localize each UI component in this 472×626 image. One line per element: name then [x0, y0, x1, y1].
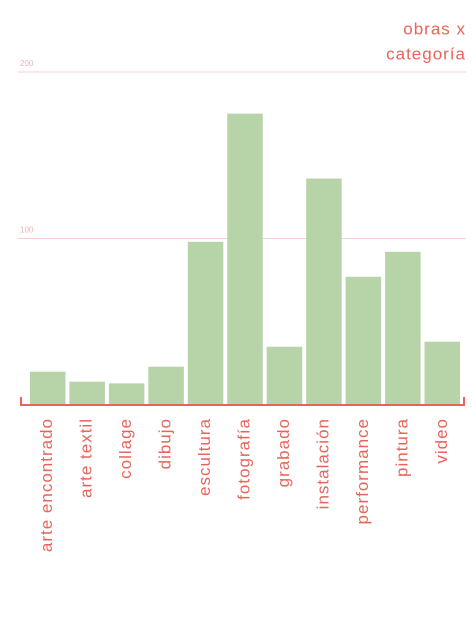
- x-tick-label: fotografía: [234, 418, 253, 500]
- bar: [345, 276, 382, 405]
- bar: [266, 346, 303, 405]
- x-tick-label: dibujo: [156, 418, 175, 469]
- x-tick-label: performance: [353, 418, 372, 524]
- x-tick-label: grabado: [274, 418, 293, 487]
- bar: [227, 113, 263, 405]
- bar: [306, 178, 342, 405]
- x-tick-label: video: [432, 418, 451, 464]
- bar: [148, 366, 184, 405]
- bar: [424, 341, 461, 405]
- x-tick-label: escultura: [195, 418, 214, 496]
- x-tick-label: collage: [116, 418, 135, 479]
- x-tick-label: instalación: [313, 418, 332, 509]
- x-tick-label: arte textil: [77, 418, 96, 498]
- x-tick-label: pintura: [392, 418, 411, 477]
- chart-title: obras x: [403, 19, 466, 38]
- y-tick-label: 100: [20, 226, 34, 235]
- x-tick-label: arte encontrado: [37, 418, 56, 552]
- bar: [187, 241, 224, 405]
- y-tick-label: 200: [20, 59, 34, 68]
- bar: [69, 381, 105, 405]
- chart-title: categoría: [386, 44, 466, 63]
- bar: [29, 371, 66, 405]
- bar: [385, 251, 421, 405]
- bar: [108, 383, 145, 405]
